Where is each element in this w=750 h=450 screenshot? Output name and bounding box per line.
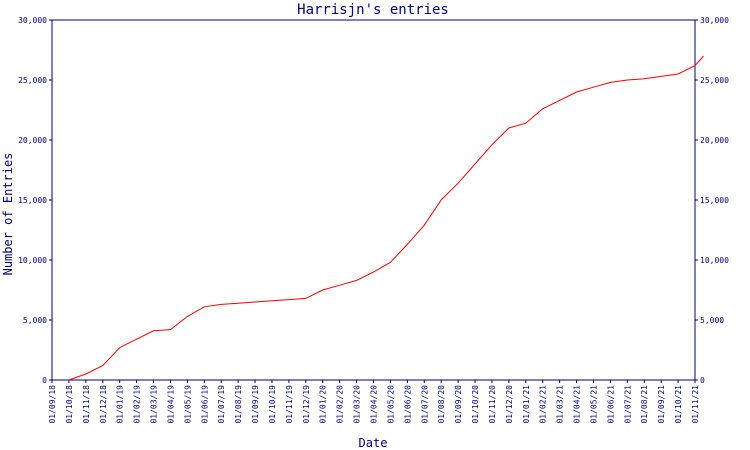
x-tick-label: 01/03/19 (150, 385, 159, 424)
x-tick-label: 01/04/19 (166, 385, 175, 424)
x-tick-label: 01/12/19 (302, 385, 311, 424)
x-tick-label: 01/09/19 (251, 385, 260, 424)
y-ticks-right: 0 5,000 10,000 15,000 20,000 25,000 30,000 (695, 16, 729, 385)
x-tick-label: 01/12/20 (505, 385, 514, 424)
x-tick-label: 01/01/21 (522, 385, 531, 424)
y-tick-label-left: 10,000 (18, 256, 47, 265)
x-tick-label: 01/11/18 (82, 385, 91, 424)
y-ticks-left: 0 5,000 10,000 15,000 20,000 25,000 30,000 (18, 16, 52, 385)
x-axis-label: Date (359, 436, 388, 450)
x-tick-label: 01/10/20 (471, 385, 480, 424)
x-tick-label: 01/10/19 (268, 385, 277, 424)
x-tick-label: 01/12/18 (99, 385, 108, 424)
y-tick-label-right: 0 (700, 376, 705, 385)
x-tick-label: 01/07/21 (623, 385, 632, 424)
x-tick-label: 01/08/19 (234, 385, 243, 424)
y-tick-label-right: 10,000 (700, 256, 729, 265)
x-tick-label: 01/10/21 (674, 385, 683, 424)
chart-title: Harrisjn's entries (297, 2, 449, 18)
x-tick-label: 01/09/20 (454, 385, 463, 424)
x-tick-label: 01/06/21 (606, 385, 615, 424)
x-tick-label: 01/03/21 (556, 385, 565, 424)
x-tick-label: 01/01/19 (116, 385, 125, 424)
y-tick-label-right: 20,000 (700, 136, 729, 145)
x-tick-label: 01/11/20 (488, 385, 497, 424)
x-tick-label: 01/04/20 (370, 385, 379, 424)
y-tick-label-right: 30,000 (700, 16, 729, 25)
axes (51, 19, 696, 381)
x-tick-label: 01/09/18 (48, 385, 57, 424)
y-tick-label-left: 20,000 (18, 136, 47, 145)
x-tick-label: 01/09/21 (657, 385, 666, 424)
x-tick-label: 01/03/20 (353, 385, 362, 424)
x-tick-label: 01/06/19 (200, 385, 209, 424)
x-tick-label: 01/02/21 (539, 385, 548, 424)
x-tick-label: 01/06/20 (403, 385, 412, 424)
x-tick-label: 01/02/20 (336, 385, 345, 424)
x-tick-label: 01/10/18 (65, 385, 74, 424)
y-tick-label-right: 5,000 (700, 316, 724, 325)
x-tick-label: 01/01/20 (319, 385, 328, 424)
x-tick-label: 01/05/19 (183, 385, 192, 424)
y-tick-label-left: 15,000 (18, 196, 47, 205)
plot-frame (51, 19, 696, 381)
x-tick-label: 01/07/20 (420, 385, 429, 424)
y-axis-label: Number of Entries (1, 153, 15, 276)
x-tick-label: 01/08/21 (640, 385, 649, 424)
x-tick-label: 01/05/21 (589, 385, 598, 424)
series-group (68, 55, 704, 381)
x-tick-label: 01/05/20 (386, 385, 395, 424)
y-tick-label-left: 0 (42, 376, 47, 385)
x-tick-label: 01/04/21 (573, 385, 582, 424)
x-tick-label: 01/08/20 (437, 385, 446, 424)
series-line (68, 55, 704, 381)
y-tick-label-right: 25,000 (700, 76, 729, 85)
x-ticks: 01/09/18 01/10/18 01/11/18 01/12/18 01/01/19… (48, 380, 700, 424)
x-tick-label: 01/02/19 (133, 385, 142, 424)
x-tick-label: 01/07/19 (217, 385, 226, 424)
y-tick-label-left: 30,000 (18, 16, 47, 25)
x-tick-label: 01/11/19 (285, 385, 294, 424)
y-tick-label-right: 15,000 (700, 196, 729, 205)
x-tick-label: 01/11/21 (691, 385, 700, 424)
y-tick-label-left: 25,000 (18, 76, 47, 85)
y-tick-label-left: 5,000 (23, 316, 47, 325)
